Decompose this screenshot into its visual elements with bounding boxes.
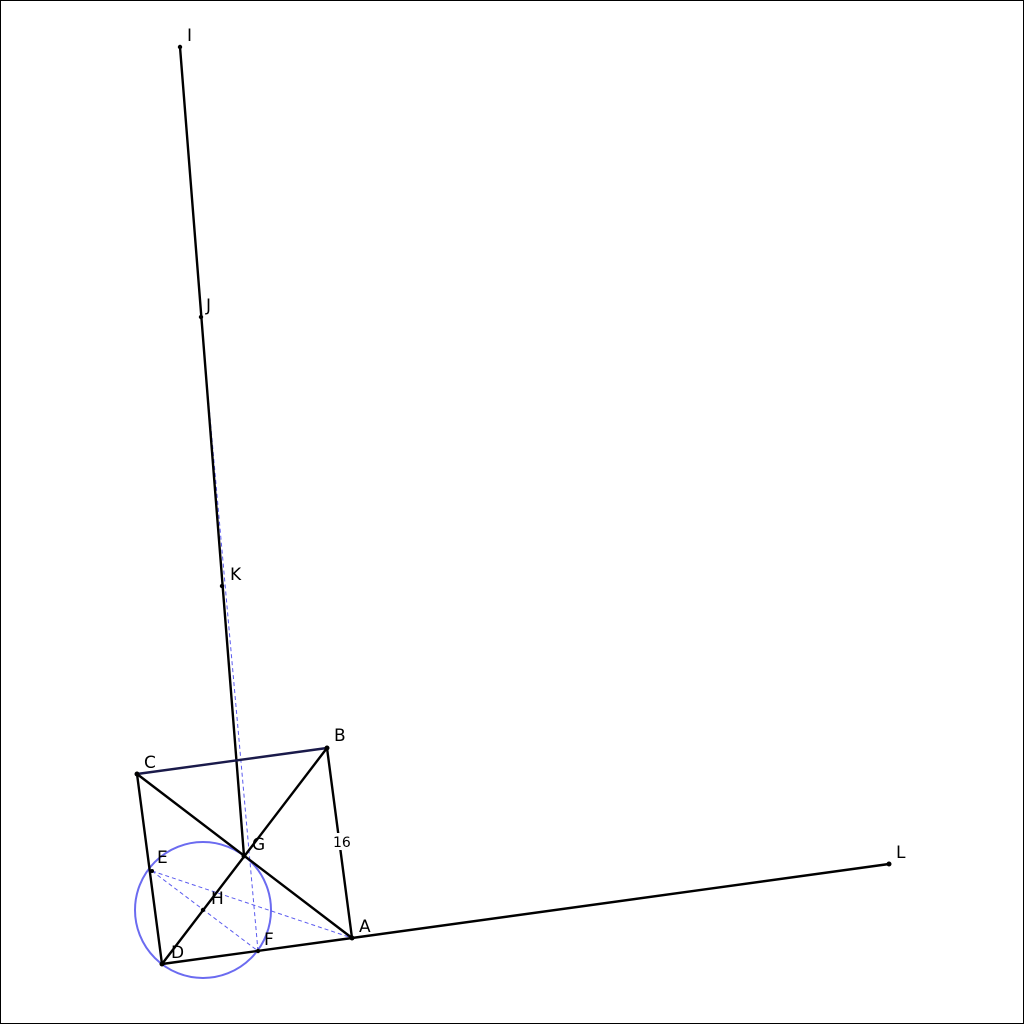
label-e: E: [157, 848, 168, 868]
label-d: D: [171, 943, 184, 963]
label-f: F: [264, 930, 274, 950]
label-c: C: [144, 753, 156, 773]
point-g: [241, 853, 247, 859]
segment-ig: [178, 45, 246, 858]
point-h: [200, 907, 206, 913]
label-j: J: [205, 296, 211, 316]
segment-cd: [135, 772, 164, 966]
point-k: [219, 583, 225, 589]
label-h: H: [211, 889, 224, 909]
measure-bg: [333, 833, 350, 850]
label-a: A: [359, 917, 371, 937]
point-a: [349, 935, 355, 941]
point-d: [159, 961, 165, 967]
label-l: L: [896, 843, 906, 863]
label-b: B: [334, 726, 346, 746]
circle-h: [134, 841, 272, 979]
label-i: I: [187, 26, 192, 46]
point-b: [324, 745, 330, 751]
label-g: G: [252, 835, 265, 855]
point-f: [255, 948, 261, 954]
point-e: [150, 869, 154, 873]
dashed-line-fj: [200, 316, 259, 952]
point-l: [886, 861, 892, 867]
point-i: [177, 44, 183, 50]
label-k: K: [230, 565, 242, 585]
measure-ab: 16: [333, 835, 351, 851]
point-c: [134, 771, 140, 777]
dashed-line-ea: [151, 870, 353, 939]
segment-cb: [135, 746, 329, 776]
point-j: [198, 314, 204, 320]
segment-al: [350, 862, 891, 940]
dashed-line-ef: [151, 870, 259, 952]
